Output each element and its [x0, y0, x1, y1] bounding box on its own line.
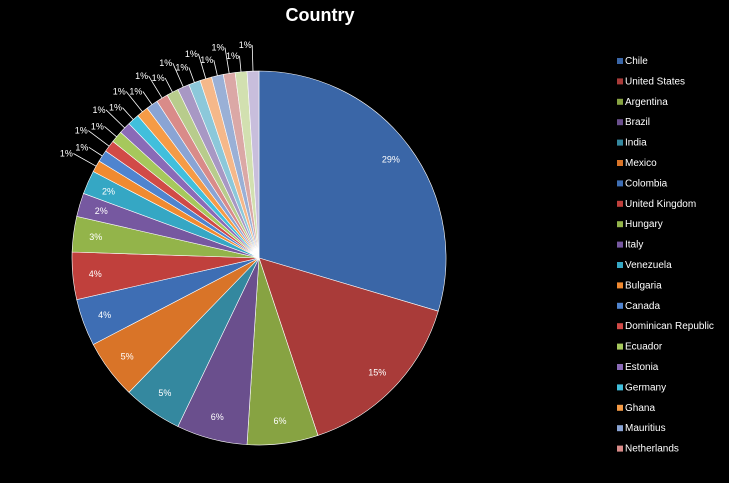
legend-label-united-states: United States	[625, 76, 685, 87]
data-label-unlabeled-24: 1%	[200, 55, 213, 65]
legend-label-chile: Chile	[625, 56, 648, 67]
legend-label-mexico: Mexico	[625, 158, 657, 169]
data-label-brazil: 6%	[211, 412, 224, 422]
data-label-hungary: 3%	[89, 232, 102, 242]
legend-swatch-india	[617, 139, 623, 146]
data-label-venezuela: 2%	[102, 186, 115, 196]
legend-swatch-ghana	[617, 404, 623, 411]
legend-label-germany: Germany	[625, 382, 666, 393]
data-label-unlabeled-26: 1%	[226, 51, 239, 61]
data-label-canada: 1%	[75, 142, 88, 152]
legend-swatch-hungary	[617, 221, 623, 228]
legend-swatch-italy	[617, 241, 623, 248]
data-label-ecuador: 1%	[91, 121, 104, 131]
label-leader-line	[104, 126, 117, 138]
data-label-india: 5%	[158, 388, 171, 398]
data-label-italy: 2%	[95, 206, 108, 216]
legend-label-italy: Italy	[625, 240, 643, 251]
legend-swatch-dominican-republic	[617, 323, 623, 330]
label-leader-line	[224, 47, 230, 74]
pie-slices	[71, 70, 447, 446]
legend-label-dominican-republic: Dominican Republic	[625, 321, 714, 332]
pie-slice-chile	[258, 70, 447, 312]
legend-label-canada: Canada	[625, 301, 660, 312]
data-label-netherlands: 1%	[135, 71, 148, 81]
label-leader-line	[88, 130, 110, 147]
data-label-unlabeled-21: 1%	[159, 58, 172, 68]
data-label-estonia: 1%	[92, 105, 105, 115]
legend-swatch-venezuela	[617, 262, 623, 268]
data-label-united-states: 15%	[368, 368, 386, 378]
legend-swatch-estonia	[617, 364, 623, 370]
legend-swatch-united-states	[617, 78, 623, 85]
data-label-mauritius: 1%	[129, 87, 142, 97]
data-label-unlabeled-25: 1%	[211, 43, 224, 53]
data-label-argentina: 6%	[273, 416, 286, 426]
label-leader-line	[148, 75, 163, 99]
legend-label-colombia: Colombia	[625, 178, 668, 189]
label-leader-line	[122, 107, 134, 120]
data-label-mexico: 5%	[121, 351, 134, 361]
legend-swatch-chile	[617, 58, 623, 64]
legend-label-mauritius: Mauritius	[625, 423, 666, 434]
legend-label-ecuador: Ecuador	[625, 342, 663, 353]
label-leader-line	[142, 91, 153, 105]
legend-label-brazil: Brazil	[625, 117, 650, 128]
label-leader-line	[73, 153, 97, 167]
legend-swatch-bulgaria	[617, 282, 623, 289]
label-leader-line	[172, 63, 184, 88]
label-leader-line	[164, 77, 173, 93]
legend-swatch-argentina	[617, 98, 623, 105]
legend-label-bulgaria: Bulgaria	[625, 280, 662, 291]
data-label-germany: 1%	[109, 103, 122, 113]
data-label-chile: 29%	[382, 155, 400, 165]
legend-label-venezuela: Venezuela	[625, 260, 672, 271]
legend: Chile United States Argentina Brazil India Me…	[617, 56, 714, 455]
data-label-bulgaria: 1%	[60, 149, 73, 159]
label-leader-line	[88, 146, 103, 157]
legend-label-ghana: Ghana	[625, 403, 655, 414]
label-leader-line	[105, 109, 125, 129]
pie-slice-united-states	[258, 257, 439, 436]
legend-swatch-germany	[617, 384, 623, 391]
legend-swatch-netherlands	[617, 445, 623, 452]
legend-label-netherlands: Netherlands	[625, 444, 679, 455]
legend-swatch-mauritius	[617, 425, 623, 432]
legend-label-argentina: Argentina	[625, 97, 668, 108]
label-leader-line	[198, 53, 207, 79]
data-label-ghana: 1%	[113, 87, 126, 97]
data-label-colombia: 4%	[98, 310, 111, 320]
label-leader-line	[239, 55, 242, 72]
label-leader-line	[188, 67, 195, 83]
data-label-dominican-republic: 1%	[75, 126, 88, 136]
legend-swatch-ecuador	[617, 343, 623, 350]
data-label-unlabeled-23: 1%	[185, 49, 198, 59]
pie-labels: 29%15%6%6%5%5%4%4%3%2%2%1%1%1% 1%1% 1%1% 1%…	[60, 40, 400, 426]
data-label-unlabeled-20: 1%	[152, 73, 165, 83]
legend-swatch-brazil	[617, 119, 623, 126]
legend-swatch-colombia	[617, 180, 623, 187]
label-leader-line	[213, 60, 218, 76]
data-label-unlabeled-22: 1%	[175, 63, 188, 73]
legend-swatch-mexico	[617, 160, 623, 166]
legend-label-hungary: Hungary	[625, 219, 663, 230]
legend-label-estonia: Estonia	[625, 362, 659, 373]
data-label-unlabeled-27: 1%	[239, 40, 252, 50]
chart-title: Country	[286, 5, 355, 25]
data-label-united-kingdom: 4%	[89, 269, 102, 279]
label-leader-line	[125, 91, 143, 113]
label-leader-line	[251, 45, 254, 72]
legend-swatch-canada	[617, 302, 623, 309]
legend-label-united-kingdom: United Kingdom	[625, 199, 696, 210]
legend-label-india: India	[625, 138, 647, 149]
legend-swatch-united-kingdom	[617, 200, 623, 207]
